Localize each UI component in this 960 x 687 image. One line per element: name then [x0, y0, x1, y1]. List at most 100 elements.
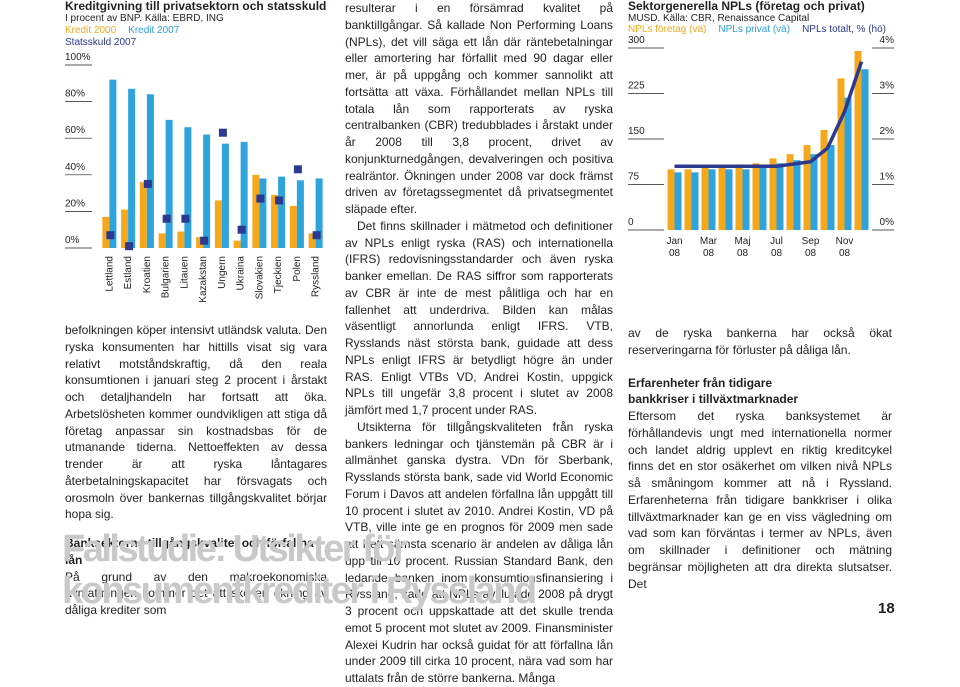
- y2-tick-label: 1%: [880, 172, 895, 183]
- bar: [776, 163, 784, 230]
- x-tick-label: Polen: [292, 256, 303, 282]
- chart-title: Sektorgenerella NPLs (företag och privat…: [628, 0, 865, 13]
- bar: [691, 172, 699, 230]
- bar: [146, 94, 154, 248]
- bar: [184, 127, 192, 248]
- section-title: Fallstudie: Utsikter för konsumentkredit…: [62, 528, 537, 612]
- bar: [718, 166, 726, 230]
- x-tick-label: Mar 08: [699, 236, 718, 259]
- marker: [106, 231, 115, 240]
- y2-tick-label: 0%: [880, 217, 895, 228]
- marker: [162, 214, 171, 223]
- bar: [240, 141, 248, 248]
- x-tick-label: Jul 08: [770, 236, 783, 259]
- y2-tick-label: 4%: [880, 35, 895, 46]
- bar: [259, 178, 267, 248]
- x-tick-label: Slovakien: [254, 256, 265, 299]
- text-column: av de ryska bankerna har också ökat rese…: [628, 325, 892, 592]
- marker: [275, 196, 284, 205]
- paragraph: På grund av den makroekonomiska avmattni…: [65, 569, 327, 618]
- x-tick-label: Lettland: [104, 256, 115, 292]
- heading: Erfarenheter från tidigare bankkriser i …: [628, 375, 799, 407]
- bar: [861, 69, 869, 230]
- bar: [674, 172, 682, 230]
- y-tick-label: 0%: [65, 235, 80, 246]
- marker: [293, 165, 302, 174]
- bar: [252, 174, 260, 248]
- marker: [125, 242, 134, 251]
- paragraph: av de ryska bankerna har också ökat rese…: [628, 326, 892, 357]
- y2-tick-label: 2%: [880, 126, 895, 137]
- bar: [708, 169, 716, 230]
- legend-entry: Kredit 2007: [128, 25, 180, 36]
- paragraph: befolkningen köper intensivt utländsk va…: [65, 323, 327, 522]
- heading: Banksektorns tillgångskvalitet och förfa…: [65, 536, 314, 567]
- bar: [803, 145, 811, 230]
- x-tick-label: Estland: [123, 256, 134, 289]
- paragraph: Eftersom det ryska banksystemet är förhå…: [628, 409, 892, 591]
- x-tick-label: Kroatien: [142, 256, 153, 293]
- x-tick-label: Ryssland: [311, 256, 322, 297]
- page: 0% 20% 40% 60% 80% 100% Lettland Estland Kroatie…: [62, 0, 895, 685]
- legend-entry: NPLs privat (vä): [718, 24, 791, 35]
- bar: [684, 169, 692, 230]
- y-tick-label: 60%: [65, 125, 85, 136]
- bar: [289, 205, 297, 248]
- bar: [827, 145, 835, 230]
- bar: [701, 166, 709, 230]
- x-tick-label: Kazakstan: [198, 256, 209, 303]
- line: [674, 61, 864, 169]
- paragraph: resulterar i en försämrad kvalitet på ba…: [345, 1, 613, 216]
- bar: [793, 160, 801, 230]
- bar: [214, 200, 222, 248]
- y-tick-label: 100%: [65, 52, 91, 63]
- bar: [752, 163, 760, 230]
- chart-subtitle: MUSD. Källa: CBR, Renaissance Capital: [628, 13, 810, 24]
- bar: [742, 169, 750, 230]
- marker: [143, 179, 152, 188]
- marker: [218, 128, 227, 137]
- marker: [256, 194, 265, 203]
- chart-title: Kreditgivning till privatsektorn och sta…: [65, 0, 327, 13]
- x-tick-label: Tjeckien: [273, 256, 284, 293]
- y-tick-label: 150: [628, 126, 645, 137]
- bar: [233, 240, 241, 248]
- bar: [271, 194, 279, 248]
- bar: [820, 129, 828, 230]
- bar: [139, 182, 147, 248]
- y-tick-label: 0: [628, 217, 634, 228]
- legend-entry: Kredit 2000: [65, 25, 117, 36]
- marker: [237, 225, 246, 234]
- bar: [844, 97, 852, 230]
- y-tick-label: 225: [628, 81, 645, 92]
- bar: [810, 154, 818, 230]
- bar: [196, 237, 204, 248]
- x-tick-label: Ungern: [217, 256, 228, 289]
- bar: [102, 216, 110, 248]
- legend-entry: NPLs företag (vä): [628, 24, 707, 35]
- y-tick-label: 40%: [65, 162, 85, 173]
- y-tick-label: 20%: [65, 198, 85, 209]
- bar: [203, 134, 211, 248]
- marker: [312, 231, 321, 240]
- bar: [158, 233, 166, 248]
- y2-tick-label: 3%: [880, 81, 895, 92]
- x-tick-label: Bulgarien: [161, 256, 172, 298]
- bar: [121, 209, 129, 248]
- chart-subtitle: I procent av BNP. Källa: EBRD, ING: [65, 13, 224, 24]
- bar: [769, 158, 777, 230]
- page-number: 18: [878, 600, 895, 617]
- bar: [221, 143, 229, 248]
- bar: [759, 166, 767, 230]
- bar: [128, 88, 136, 248]
- bar: [837, 78, 845, 230]
- bar: [735, 164, 743, 230]
- x-tick-label: Maj 08: [734, 236, 751, 259]
- bar: [854, 51, 862, 231]
- legend-entry: NPLs totalt, % (hö): [802, 24, 886, 35]
- paragraph: Det finns skillnader i mätmetod och defi…: [345, 218, 613, 417]
- marker: [200, 236, 209, 245]
- legend: Kredit 2000 Kredit 2007 Statsskuld 2007: [65, 25, 215, 49]
- marker: [181, 214, 190, 223]
- x-tick-label: Jan 08: [666, 236, 683, 259]
